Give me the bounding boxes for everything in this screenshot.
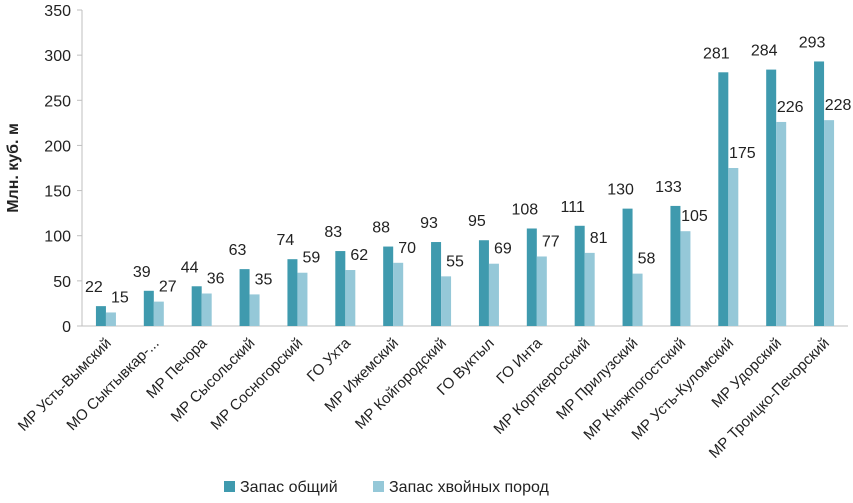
bar-total bbox=[670, 205, 681, 326]
data-label-conifer: 81 bbox=[590, 230, 608, 247]
bar-total bbox=[191, 286, 202, 326]
category-label: МР Сосногорский bbox=[208, 335, 307, 434]
y-tick-label: 50 bbox=[53, 274, 71, 291]
data-label-conifer: 226 bbox=[777, 99, 804, 116]
data-label-conifer: 70 bbox=[398, 240, 416, 257]
data-label-conifer: 15 bbox=[111, 289, 129, 306]
y-tick-label: 100 bbox=[44, 229, 71, 246]
y-axis-title: Млн. куб. м bbox=[5, 123, 22, 213]
bar-total bbox=[814, 61, 825, 326]
bar-total bbox=[143, 290, 154, 326]
bar-total bbox=[239, 269, 250, 326]
data-label-conifer: 77 bbox=[542, 233, 560, 250]
data-label-conifer: 105 bbox=[681, 208, 708, 225]
bar-conifer bbox=[441, 276, 452, 326]
data-label-total: 281 bbox=[703, 45, 730, 62]
y-tick-label: 250 bbox=[44, 93, 71, 110]
bar-total bbox=[383, 246, 394, 326]
bar-conifer bbox=[536, 256, 547, 326]
bar-total bbox=[574, 225, 585, 326]
y-tick-label: 0 bbox=[62, 319, 71, 336]
bar-conifer bbox=[632, 273, 643, 326]
bar-conifer bbox=[488, 263, 499, 326]
data-label-total: 93 bbox=[420, 215, 438, 232]
data-label-total: 108 bbox=[511, 201, 538, 218]
data-label-conifer: 175 bbox=[729, 145, 756, 162]
data-label-total: 88 bbox=[372, 220, 390, 237]
legend: Запас общий Запас хвойных пород bbox=[224, 479, 550, 496]
data-label-conifer: 55 bbox=[446, 253, 464, 270]
bar-conifer bbox=[249, 294, 260, 326]
data-label-conifer: 69 bbox=[494, 241, 512, 258]
bar-conifer bbox=[345, 270, 356, 326]
bar-total bbox=[287, 259, 298, 326]
bar-conifer bbox=[728, 168, 739, 326]
bar-conifer bbox=[105, 312, 116, 326]
data-label-total: 284 bbox=[751, 43, 778, 60]
data-label-conifer: 59 bbox=[303, 250, 321, 267]
bar-conifer bbox=[153, 301, 164, 326]
data-label-conifer: 62 bbox=[350, 247, 368, 264]
legend-swatch-total bbox=[224, 481, 235, 492]
bar-total bbox=[431, 242, 442, 326]
bar-conifer bbox=[393, 262, 404, 326]
data-label-total: 22 bbox=[85, 279, 103, 296]
bar-conifer bbox=[824, 120, 835, 326]
data-label-total: 133 bbox=[655, 179, 682, 196]
data-label-conifer: 35 bbox=[255, 271, 273, 288]
bar-conifer bbox=[776, 121, 787, 326]
data-label-total: 44 bbox=[181, 259, 199, 276]
bar-total bbox=[95, 306, 106, 326]
bars bbox=[95, 61, 835, 327]
data-label-total: 111 bbox=[561, 199, 585, 216]
bar-conifer bbox=[297, 272, 308, 326]
data-label-total: 63 bbox=[229, 242, 247, 259]
legend-label-conifer: Запас хвойных пород bbox=[389, 479, 550, 496]
bar-total bbox=[718, 72, 729, 326]
category-label: МР Прилузский bbox=[553, 335, 641, 423]
category-label: МР Сысольский bbox=[168, 335, 259, 426]
bar-total bbox=[335, 251, 346, 326]
y-tick-label: 200 bbox=[44, 138, 71, 155]
data-label-conifer: 228 bbox=[825, 97, 852, 114]
data-label-conifer: 36 bbox=[207, 270, 225, 287]
bar-conifer bbox=[201, 293, 212, 326]
bar-conifer bbox=[584, 252, 595, 326]
legend-label-total: Запас общий bbox=[240, 479, 338, 496]
legend-swatch-conifer bbox=[373, 481, 384, 492]
bar-total bbox=[526, 228, 537, 326]
bar-conifer bbox=[680, 231, 691, 326]
data-label-total: 293 bbox=[799, 34, 826, 51]
data-label-total: 130 bbox=[607, 182, 634, 199]
bar-total bbox=[622, 208, 633, 326]
data-label-total: 95 bbox=[468, 213, 486, 230]
category-label: МР Койгородский bbox=[352, 335, 450, 433]
data-label-total: 74 bbox=[277, 232, 295, 249]
y-tick-label: 300 bbox=[44, 48, 71, 65]
data-label-conifer: 58 bbox=[638, 251, 656, 268]
bar-total bbox=[766, 69, 777, 327]
data-label-total: 39 bbox=[133, 264, 151, 281]
data-label-conifer: 27 bbox=[159, 279, 177, 296]
y-tick-label: 150 bbox=[44, 184, 71, 201]
y-tick-label: 350 bbox=[44, 3, 71, 20]
bar-total bbox=[478, 240, 489, 326]
data-label-total: 83 bbox=[324, 224, 342, 241]
